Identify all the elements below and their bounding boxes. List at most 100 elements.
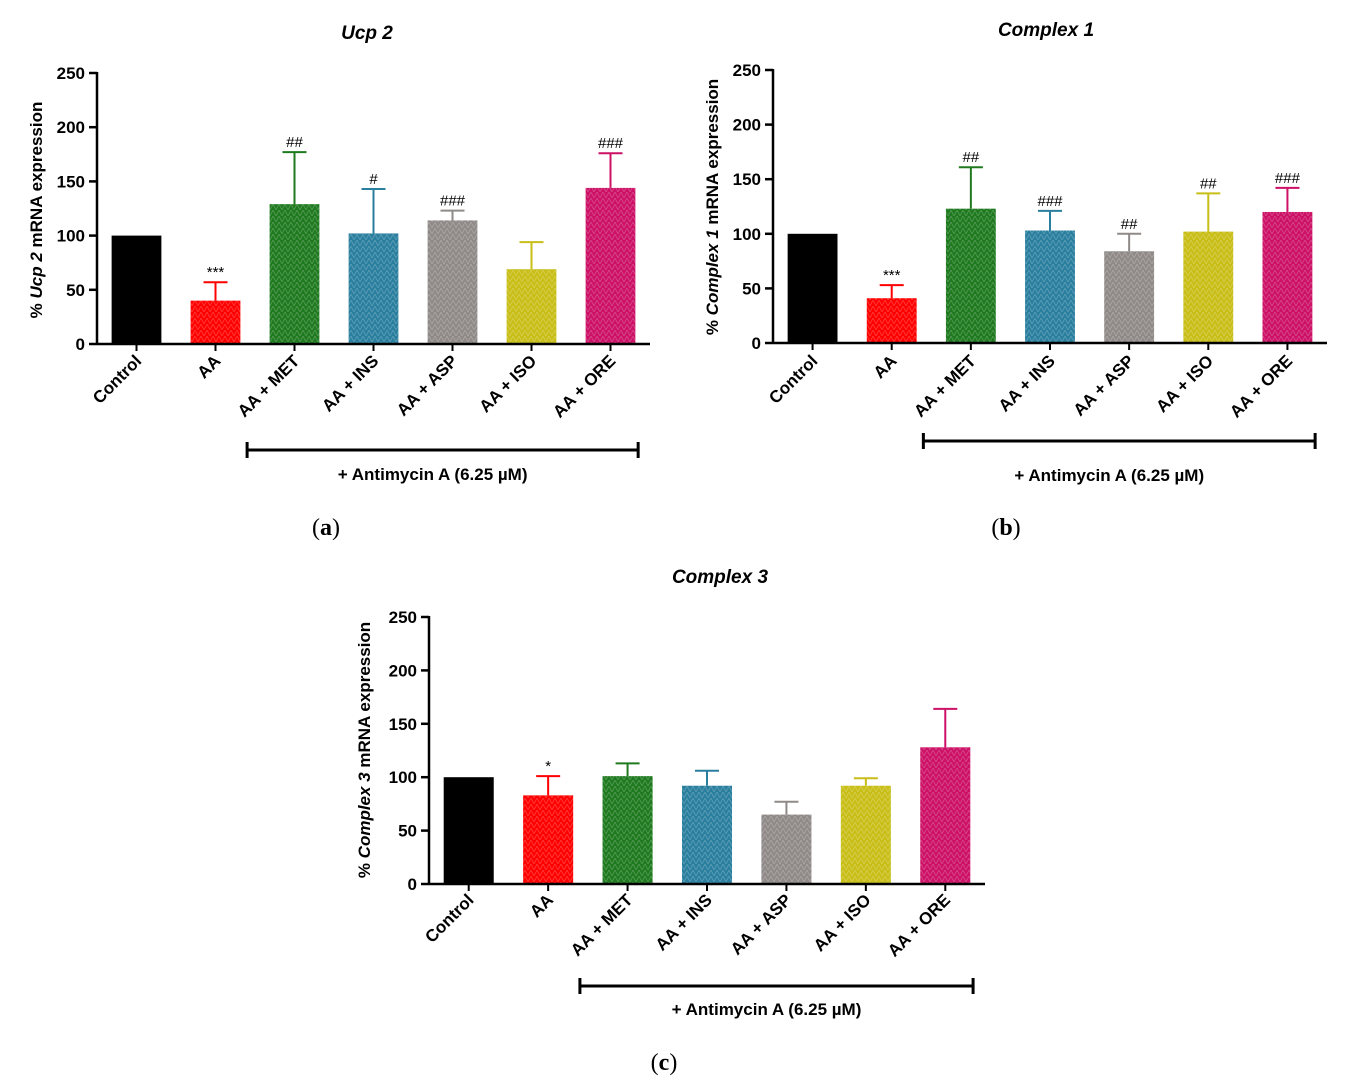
x-tick-label-aa-asp: AA + ASP: [1070, 351, 1138, 419]
chart-title: Complex 1: [998, 20, 1094, 41]
bar-control: [787, 233, 838, 343]
x-tick-label-aa-ore: AA + ORE: [1226, 351, 1296, 421]
y-axis-label-gene: Complex 1: [703, 229, 722, 315]
treatment-bracket: + Antimycin A (6.25 µM): [921, 433, 1317, 485]
bar-texture-aa: [190, 300, 241, 344]
significance-aa-met: ##: [963, 149, 980, 166]
bar-texture-aa-iso: [506, 269, 557, 344]
significance-aa: ***: [883, 267, 901, 284]
y-tick-label-50: 50: [66, 281, 85, 300]
bar-texture-aa-ore: [1262, 211, 1313, 343]
panel-label-open: (: [312, 515, 320, 541]
bar-group-aa: ***: [190, 264, 241, 344]
panel-label: (b): [991, 515, 1020, 541]
y-tick-label-200: 200: [733, 116, 761, 135]
bar-texture-aa-asp: [427, 220, 478, 344]
significance-aa: *: [545, 758, 551, 775]
bar-group-aa-iso: [506, 241, 557, 344]
bar-group-aa-ins: #: [348, 171, 399, 344]
bar-group-control: [111, 235, 162, 344]
y-tick-label-200: 200: [389, 661, 417, 680]
bar-group-aa-ore: [920, 707, 971, 884]
x-tick-label-aa-iso: AA + ISO: [810, 890, 875, 955]
bar-texture-aa: [866, 298, 917, 343]
y-axis-label-suffix: mRNA expression: [27, 102, 46, 253]
y-axis-label-gene: Ucp 2: [27, 252, 46, 299]
y-tick-label-250: 250: [57, 64, 85, 83]
x-tick-label-aa-ore: AA + ORE: [884, 890, 954, 960]
x-tick-label-aa-ins: AA + INS: [652, 890, 716, 954]
y-tick-label-100: 100: [57, 227, 85, 246]
bar-texture-aa-ins: [681, 785, 733, 884]
y-axis-label: % Ucp 2 mRNA expression: [27, 102, 46, 319]
x-tick-label-aa-met: AA + MET: [567, 890, 637, 960]
chart-panels: Ucp 2% Ucp 2 mRNA expressionControl***AA…: [27, 20, 1327, 1076]
panel-label-letter: c: [659, 1050, 670, 1076]
bar-group-aa-asp: [761, 800, 812, 884]
x-tick-label-control: Control: [421, 890, 477, 946]
significance-aa-ins: #: [369, 171, 378, 188]
bar-group-aa-met: ##: [945, 149, 996, 343]
y-tick-label-150: 150: [57, 172, 85, 191]
bracket-label: + Antimycin A (6.25 µM): [1014, 466, 1204, 485]
y-axis-label-suffix: mRNA expression: [355, 622, 374, 773]
bar-texture-aa-asp: [761, 814, 812, 884]
y-axis-label-suffix: mRNA expression: [703, 79, 722, 230]
treatment-bracket: + Antimycin A (6.25 µM): [578, 978, 975, 1019]
x-tick-label-aa-asp: AA + ASP: [393, 351, 461, 419]
bar-group-aa-ins: [681, 769, 733, 884]
bar-texture-aa-iso: [840, 785, 891, 884]
x-tick-label-aa: AA: [870, 351, 901, 382]
y-tick-label-50: 50: [398, 822, 417, 841]
bar-group-aa-ore: ###: [1262, 170, 1313, 343]
panel-label-letter: b: [999, 515, 1012, 541]
panel-label-letter: a: [320, 515, 332, 541]
y-tick-label-0: 0: [76, 335, 85, 354]
bar-texture-aa-ins: [1025, 230, 1075, 343]
significance-aa-ins: ###: [1037, 193, 1063, 210]
bar-control: [443, 777, 494, 884]
chart-panel-b: Complex 1% Complex 1 mRNA expressionCont…: [703, 20, 1327, 541]
y-axis-label: % Complex 1 mRNA expression: [703, 79, 722, 335]
chart-panel-c: Complex 3% Complex 3 mRNA expressionCont…: [355, 567, 985, 1076]
bar-texture-aa-met: [269, 204, 320, 344]
y-tick-label-150: 150: [733, 170, 761, 189]
panel-label-close: ): [669, 1050, 677, 1076]
panel-label: (a): [312, 515, 340, 541]
y-tick-label-100: 100: [733, 225, 761, 244]
x-tick-label-aa-ins: AA + INS: [318, 351, 382, 415]
x-tick-label-aa-ins: AA + INS: [995, 351, 1059, 415]
significance-aa-ore: ###: [598, 135, 624, 152]
y-tick-label-150: 150: [389, 715, 417, 734]
significance-aa-iso: ##: [1200, 175, 1217, 192]
y-tick-label-250: 250: [733, 61, 761, 80]
y-tick-label-0: 0: [752, 334, 761, 353]
x-tick-label-aa-iso: AA + ISO: [1152, 351, 1217, 416]
y-axis-label-gene: Complex 3: [355, 772, 374, 859]
bar-group-aa-asp: ##: [1104, 216, 1155, 343]
significance-aa-ore: ###: [1275, 170, 1301, 187]
y-tick-label-50: 50: [742, 279, 761, 298]
bar-group-aa-asp: ###: [427, 193, 478, 344]
significance-aa: ***: [207, 264, 225, 281]
bar-texture-aa-met: [602, 776, 653, 884]
x-tick-label-aa-met: AA + MET: [910, 351, 980, 421]
y-axis-label-prefix: %: [703, 315, 722, 335]
bar-group-aa-iso: ##: [1183, 175, 1234, 343]
panel-label-close: ): [332, 515, 340, 541]
x-tick-label-aa-iso: AA + ISO: [476, 351, 541, 416]
bar-control: [111, 235, 162, 344]
y-tick-label-200: 200: [57, 118, 85, 137]
panel-label-close: ): [1013, 515, 1021, 541]
chart-title: Ucp 2: [341, 23, 393, 44]
y-tick-label-0: 0: [408, 875, 417, 894]
chart-title: Complex 3: [672, 567, 769, 588]
significance-aa-met: ##: [286, 134, 303, 151]
bar-group-aa-iso: [840, 777, 891, 884]
bar-group-control: [443, 777, 494, 884]
bar-group-aa-ore: ###: [585, 135, 636, 344]
bar-group-aa: *: [523, 758, 574, 884]
bar-texture-aa-ore: [585, 187, 636, 344]
bar-texture-aa-iso: [1183, 231, 1234, 343]
